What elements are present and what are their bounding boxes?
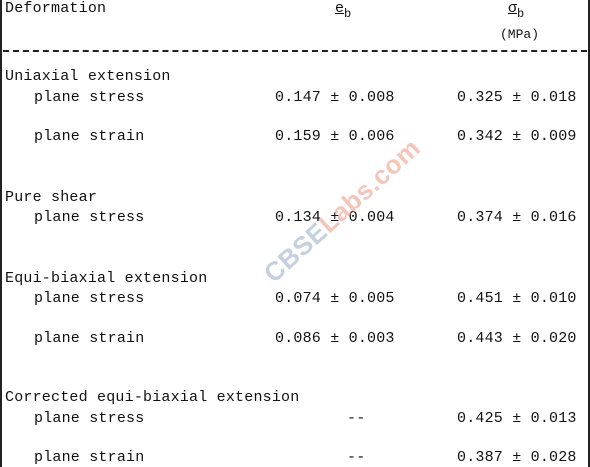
row-condition: plane strain (34, 449, 145, 466)
group-title: Equi-biaxial extension (5, 270, 208, 287)
row-eb-value: 0.159 ± 0.006 (275, 128, 395, 145)
header-divider (3, 50, 587, 52)
group-title: Uniaxial extension (5, 68, 171, 85)
row-condition: plane stress (34, 410, 145, 427)
row-sigma-value: 0.443 ± 0.020 (457, 330, 577, 347)
row-sigma-value: 0.374 ± 0.016 (457, 209, 577, 226)
row-sigma-value: 0.425 ± 0.013 (457, 410, 577, 427)
row-sigma-value: 0.451 ± 0.010 (457, 290, 577, 307)
header-sigma-unit: (MPa) (500, 27, 540, 42)
header-sigma-subscript: b (517, 7, 525, 21)
row-eb-value: 0.147 ± 0.008 (275, 89, 395, 106)
header-sigma: σb (508, 0, 525, 21)
row-condition: plane stress (34, 89, 145, 106)
watermark-text-a: CBSE (257, 216, 333, 289)
row-condition: plane stress (34, 209, 145, 226)
row-condition: plane strain (34, 330, 145, 347)
right-border (588, 0, 590, 467)
row-condition: plane strain (34, 128, 145, 145)
header-eb-symbol: e (335, 0, 345, 17)
row-condition: plane stress (34, 290, 145, 307)
row-eb-value: -- (347, 410, 366, 427)
row-sigma-value: 0.325 ± 0.018 (457, 89, 577, 106)
row-eb-value: 0.074 ± 0.005 (275, 290, 395, 307)
group-title: Corrected equi-biaxial extension (5, 389, 300, 406)
row-sigma-value: 0.387 ± 0.028 (457, 449, 577, 466)
row-eb-value: -- (347, 449, 366, 466)
left-border (0, 0, 2, 467)
group-title: Pure shear (5, 189, 98, 206)
header-deformation: Deformation (5, 0, 107, 17)
row-sigma-value: 0.342 ± 0.009 (457, 128, 577, 145)
header-eb: eb (335, 0, 352, 21)
header-sigma-symbol: σ (508, 0, 518, 17)
row-eb-value: 0.086 ± 0.003 (275, 330, 395, 347)
row-eb-value: 0.134 ± 0.004 (275, 209, 395, 226)
header-eb-subscript: b (344, 7, 352, 21)
